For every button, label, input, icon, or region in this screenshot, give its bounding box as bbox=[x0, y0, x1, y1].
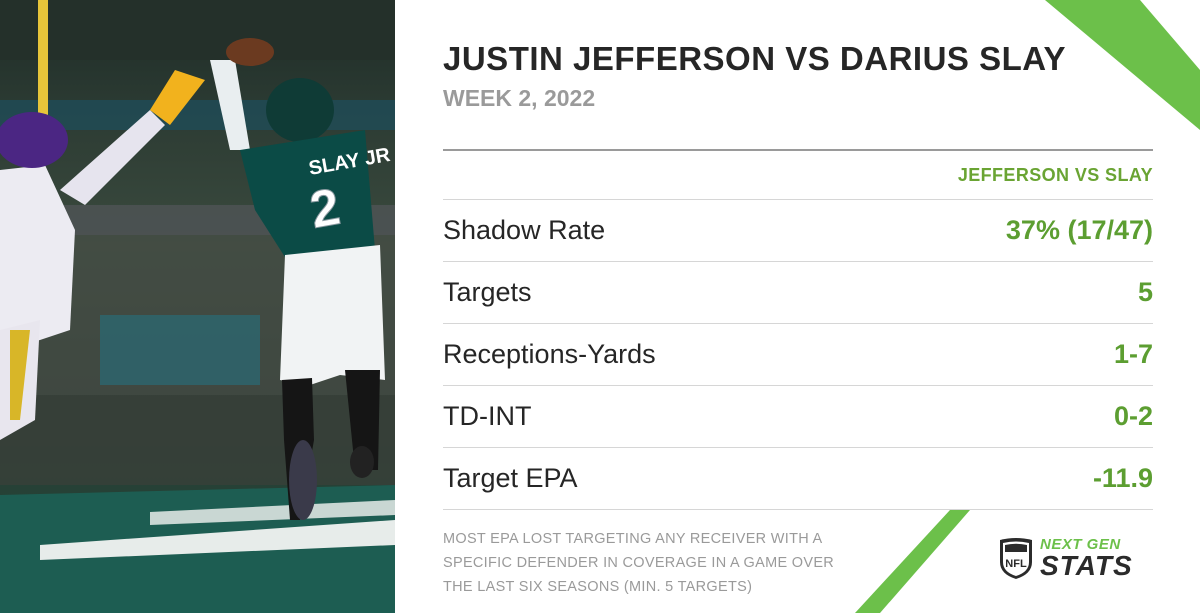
nfl-shield-icon: NFL bbox=[1000, 538, 1032, 579]
stat-row-td-int: TD-INT 0-2 bbox=[443, 386, 1153, 448]
next-gen-stats-logo: NFL NEXT GEN STATS bbox=[998, 536, 1133, 580]
ngs-wordmark: NEXT GEN STATS bbox=[1040, 537, 1133, 580]
accent-stripe-top bbox=[1045, 0, 1200, 130]
nfl-shield-text: NFL bbox=[1005, 558, 1027, 570]
stat-label: Target EPA bbox=[443, 463, 578, 493]
stat-row-shadow-rate: Shadow Rate 37% (17/47) bbox=[443, 200, 1153, 262]
stat-label: TD-INT bbox=[443, 401, 532, 431]
stat-label: Targets bbox=[443, 277, 532, 307]
page-title: JUSTIN JEFFERSON VS DARIUS SLAY bbox=[443, 40, 1067, 77]
stats-table: JEFFERSON VS SLAY Shadow Rate 37% (17/47… bbox=[443, 149, 1153, 510]
stat-label: Shadow Rate bbox=[443, 215, 606, 245]
photo-illustration: SLAY JR 2 bbox=[0, 0, 395, 613]
stat-value: -11.9 bbox=[1092, 463, 1153, 493]
ngs-line-stats: STATS bbox=[1040, 549, 1133, 581]
accent-stripe-bottom bbox=[855, 510, 970, 613]
stat-value: 0-2 bbox=[1113, 401, 1153, 431]
page-subtitle: WEEK 2, 2022 bbox=[443, 85, 596, 111]
stat-row-targets: Targets 5 bbox=[443, 262, 1153, 324]
stat-row-receptions-yards: Receptions-Yards 1-7 bbox=[443, 324, 1153, 386]
stat-label: Receptions-Yards bbox=[443, 339, 656, 369]
stat-value: 1-7 bbox=[1113, 339, 1153, 369]
game-photo: SLAY JR 2 bbox=[0, 0, 395, 613]
stat-row-target-epa: Target EPA -11.9 bbox=[443, 448, 1153, 510]
stat-value: 37% (17/47) bbox=[1005, 215, 1153, 245]
column-header: JEFFERSON VS SLAY bbox=[443, 151, 1153, 200]
ngs-line-next-gen: NEXT GEN bbox=[1040, 535, 1121, 553]
stat-value: 5 bbox=[1137, 277, 1153, 307]
footnote: MOST EPA LOST TARGETING ANY RECEIVER WIT… bbox=[443, 531, 835, 595]
